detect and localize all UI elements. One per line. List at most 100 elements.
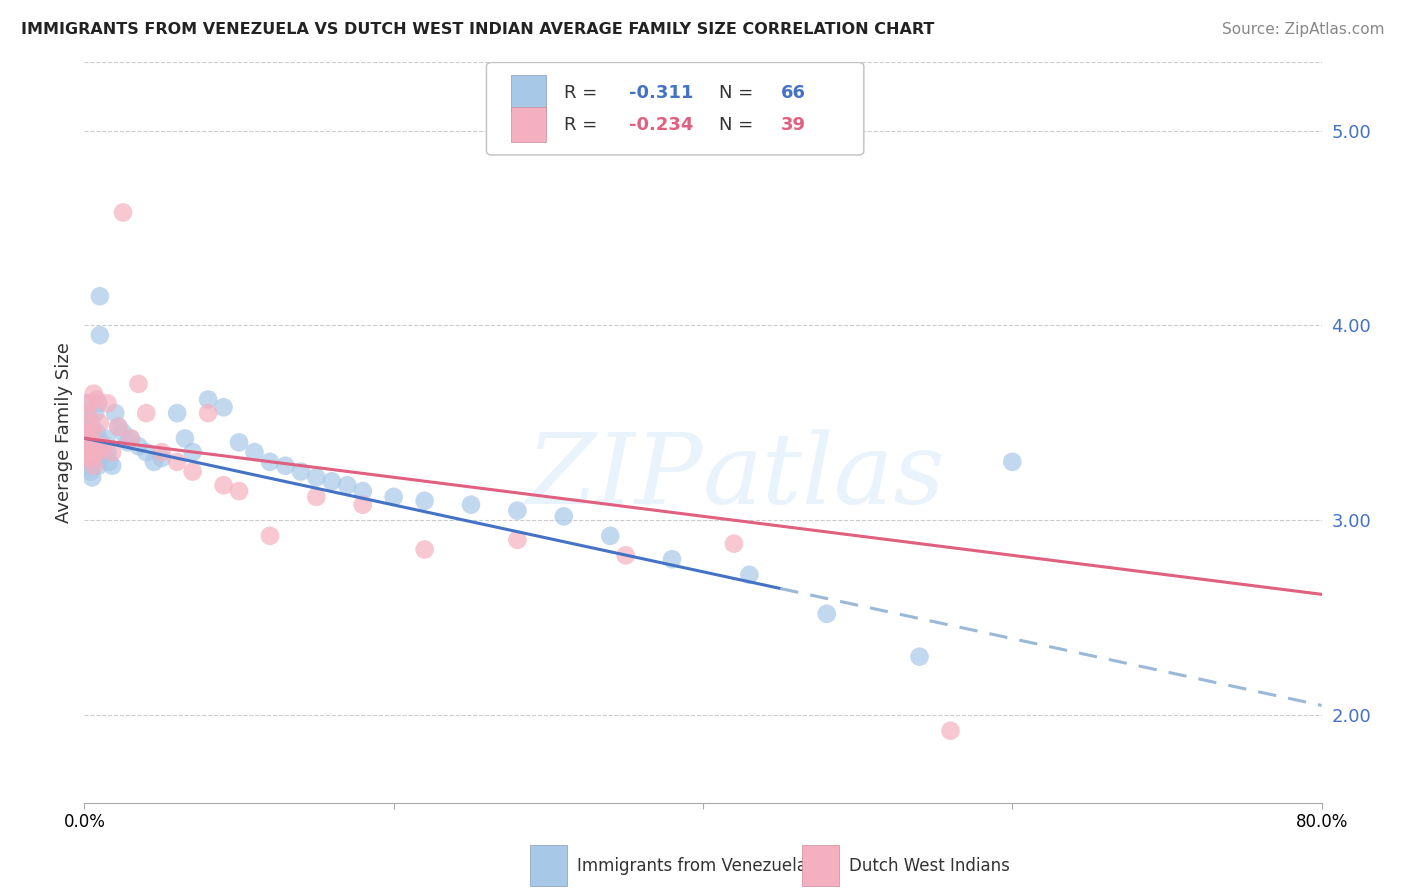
Point <box>83 458 105 473</box>
Point <box>96 396 118 410</box>
Point <box>79 425 101 440</box>
Point <box>79 416 101 430</box>
Point <box>93 445 115 459</box>
Text: Dutch West Indians: Dutch West Indians <box>849 856 1010 875</box>
Point <box>259 529 281 543</box>
Point <box>212 478 235 492</box>
Text: Source: ZipAtlas.com: Source: ZipAtlas.com <box>1222 22 1385 37</box>
Point <box>166 406 188 420</box>
Point <box>305 490 328 504</box>
Point <box>89 328 111 343</box>
Point <box>506 503 529 517</box>
Point <box>352 484 374 499</box>
Point <box>908 649 931 664</box>
Point <box>104 406 127 420</box>
Point <box>77 439 100 453</box>
Text: Immigrants from Venezuela: Immigrants from Venezuela <box>576 856 807 875</box>
Point <box>135 406 157 420</box>
Point <box>89 416 111 430</box>
Point <box>413 542 436 557</box>
Point <box>197 392 219 407</box>
Point <box>112 425 135 440</box>
Point <box>614 549 637 563</box>
Point <box>101 445 124 459</box>
Point <box>86 425 108 440</box>
Point <box>228 484 250 499</box>
Point <box>553 509 575 524</box>
Bar <box>801 846 839 886</box>
Point <box>127 376 149 391</box>
Point <box>77 432 100 446</box>
Point <box>86 439 108 453</box>
Point <box>75 416 97 430</box>
Point <box>82 419 104 434</box>
Point <box>87 445 110 459</box>
Point <box>939 723 962 738</box>
Point <box>143 455 166 469</box>
Point <box>174 432 197 446</box>
Point <box>101 458 124 473</box>
Point <box>661 552 683 566</box>
Point <box>305 470 328 484</box>
Point <box>94 432 117 446</box>
Point <box>87 396 110 410</box>
Point <box>84 455 107 469</box>
Point <box>321 475 343 489</box>
Point <box>197 406 219 420</box>
Point <box>212 401 235 415</box>
Point <box>83 386 105 401</box>
Point <box>96 445 118 459</box>
Bar <box>530 846 567 886</box>
Point <box>75 445 97 459</box>
Point <box>86 392 108 407</box>
Point <box>83 439 105 453</box>
Point <box>181 445 204 459</box>
Point <box>107 419 129 434</box>
Point <box>79 439 101 453</box>
Point <box>98 455 121 469</box>
Bar <box>512 75 546 111</box>
Point <box>75 425 97 440</box>
Point <box>82 470 104 484</box>
Point <box>127 439 149 453</box>
Point <box>77 412 100 426</box>
Point <box>91 439 114 453</box>
Point <box>82 445 104 459</box>
Point <box>91 439 114 453</box>
Point <box>181 465 204 479</box>
Text: R =: R = <box>564 84 603 102</box>
Point <box>79 465 101 479</box>
Point <box>506 533 529 547</box>
FancyBboxPatch shape <box>486 62 863 155</box>
Point <box>76 396 98 410</box>
Point <box>815 607 838 621</box>
Point <box>77 396 100 410</box>
Point <box>382 490 405 504</box>
Point <box>723 537 745 551</box>
Point <box>259 455 281 469</box>
Text: atlas: atlas <box>703 429 946 524</box>
Point <box>274 458 297 473</box>
Point <box>79 455 101 469</box>
Point <box>117 435 139 450</box>
Text: IMMIGRANTS FROM VENEZUELA VS DUTCH WEST INDIAN AVERAGE FAMILY SIZE CORRELATION C: IMMIGRANTS FROM VENEZUELA VS DUTCH WEST … <box>21 22 935 37</box>
Point <box>86 445 108 459</box>
Point <box>107 419 129 434</box>
Text: 39: 39 <box>780 116 806 134</box>
Point <box>83 432 105 446</box>
Point <box>87 458 110 473</box>
Point <box>460 498 482 512</box>
Text: -0.234: -0.234 <box>628 116 693 134</box>
Point <box>76 450 98 465</box>
Point <box>77 432 100 446</box>
Point <box>352 498 374 512</box>
Text: N =: N = <box>718 116 759 134</box>
Point <box>120 432 142 446</box>
Point <box>112 205 135 219</box>
Point <box>150 445 173 459</box>
Point <box>76 406 98 420</box>
Text: N =: N = <box>718 84 759 102</box>
Text: R =: R = <box>564 116 603 134</box>
Y-axis label: Average Family Size: Average Family Size <box>55 343 73 523</box>
Point <box>76 458 98 473</box>
